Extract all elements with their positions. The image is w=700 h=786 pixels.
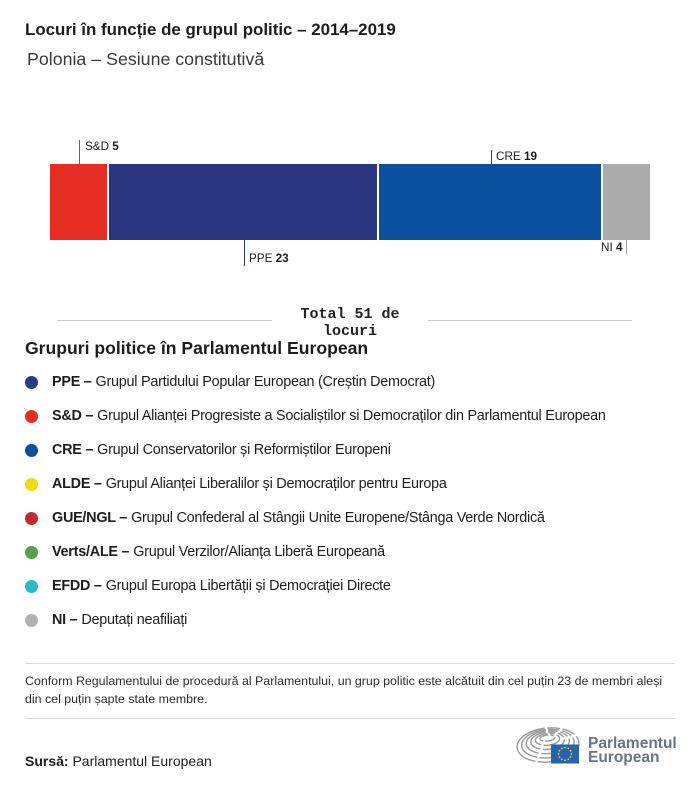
svg-text:European: European [588, 749, 659, 766]
svg-text:Parlamentul: Parlamentul [588, 735, 677, 752]
